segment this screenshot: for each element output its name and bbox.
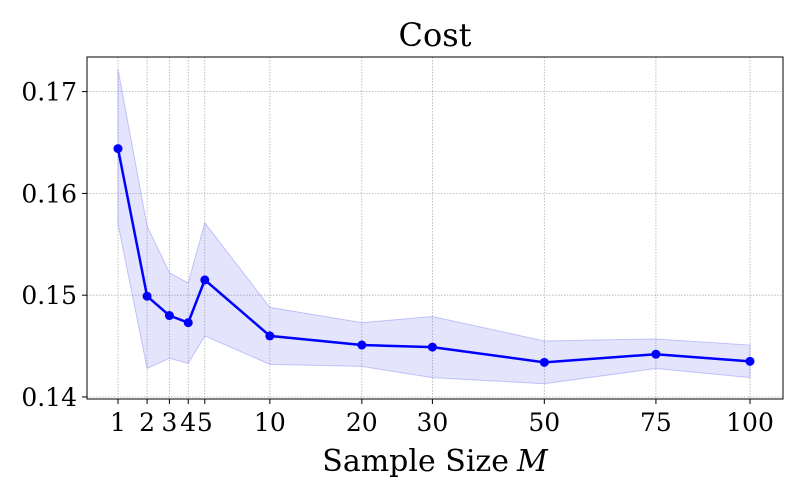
data-point	[357, 340, 367, 350]
data-point	[265, 331, 275, 341]
confidence-band-layer	[117, 69, 751, 385]
data-point	[183, 318, 193, 328]
data-point	[164, 311, 174, 321]
x-tick-label: 30	[416, 408, 448, 437]
y-tick-label: 0.17	[21, 78, 77, 107]
x-tick-label: 10	[254, 408, 286, 437]
x-axis-ticks: 1 2 3 4 5 10 20 30 50 75 100	[110, 399, 774, 437]
x-tick-label: 1	[110, 408, 126, 437]
y-tick-label: 0.15	[21, 281, 77, 310]
chart-title: Cost	[398, 16, 471, 54]
x-tick-label: 100	[726, 408, 774, 437]
data-point	[745, 356, 755, 366]
data-point	[651, 349, 661, 359]
x-tick-label: 75	[640, 408, 672, 437]
x-tick-label: 3	[161, 408, 177, 437]
plot-frame	[86, 56, 784, 400]
x-tick-label: 50	[528, 408, 560, 437]
y-tick-label: 0.14	[21, 383, 77, 412]
data-point	[142, 291, 152, 301]
x-tick-label: 20	[346, 408, 378, 437]
x-axis-label-variable: M	[516, 444, 549, 479]
y-axis-ticks: 0.14 0.15 0.16 0.17	[21, 78, 87, 412]
data-point	[427, 342, 437, 352]
data-points-layer	[113, 144, 755, 367]
x-tick-label: 4	[180, 408, 196, 437]
confidence-band	[117, 69, 751, 385]
x-axis-label-text: Sample Size	[322, 444, 509, 479]
x-tick-label: 5	[197, 408, 213, 437]
y-tick-label: 0.16	[21, 179, 77, 208]
x-tick-label: 2	[139, 408, 155, 437]
data-point	[539, 357, 549, 367]
x-axis-label: Sample Size M	[322, 444, 549, 479]
data-point	[113, 144, 123, 154]
data-point	[200, 275, 210, 285]
grid-lines	[87, 57, 783, 399]
